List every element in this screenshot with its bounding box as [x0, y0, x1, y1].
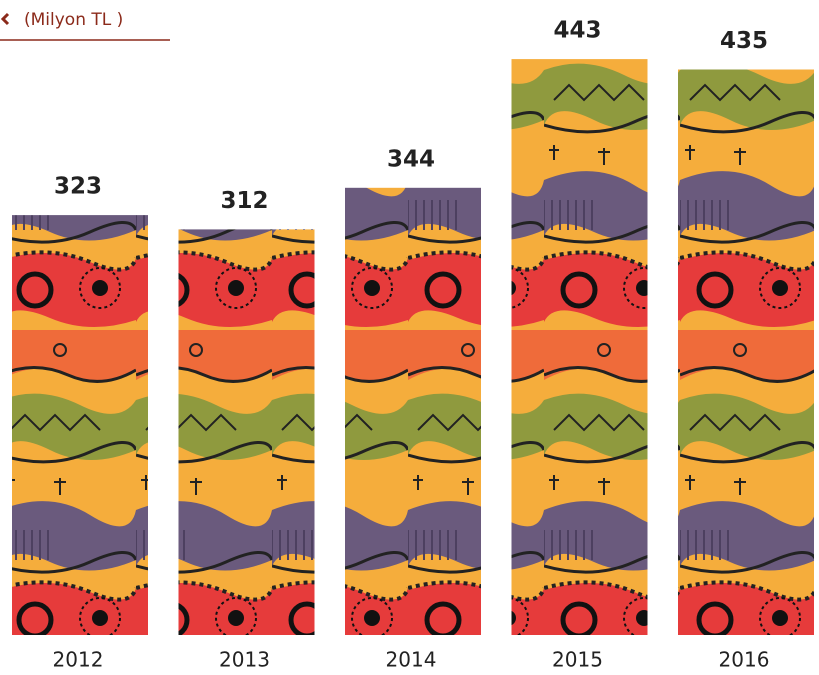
- value-label: 443: [553, 18, 601, 44]
- value-label: 435: [720, 28, 768, 54]
- value-label: 323: [54, 174, 102, 200]
- value-label: 312: [220, 188, 268, 214]
- title-icon: [0, 12, 10, 26]
- value-label: 344: [387, 146, 435, 172]
- x-tick-label: 2014: [386, 648, 437, 672]
- bar: [178, 229, 315, 635]
- bar: [511, 59, 648, 636]
- x-tick-label: 2012: [53, 648, 104, 672]
- bar: [12, 215, 148, 635]
- x-tick-label: 2016: [719, 648, 770, 672]
- x-tick-label: 2013: [219, 648, 270, 672]
- x-tick-label: 2015: [552, 648, 603, 672]
- chart-title: (Milyon TL ): [24, 10, 123, 30]
- bar: [678, 69, 814, 635]
- bar: [345, 187, 481, 636]
